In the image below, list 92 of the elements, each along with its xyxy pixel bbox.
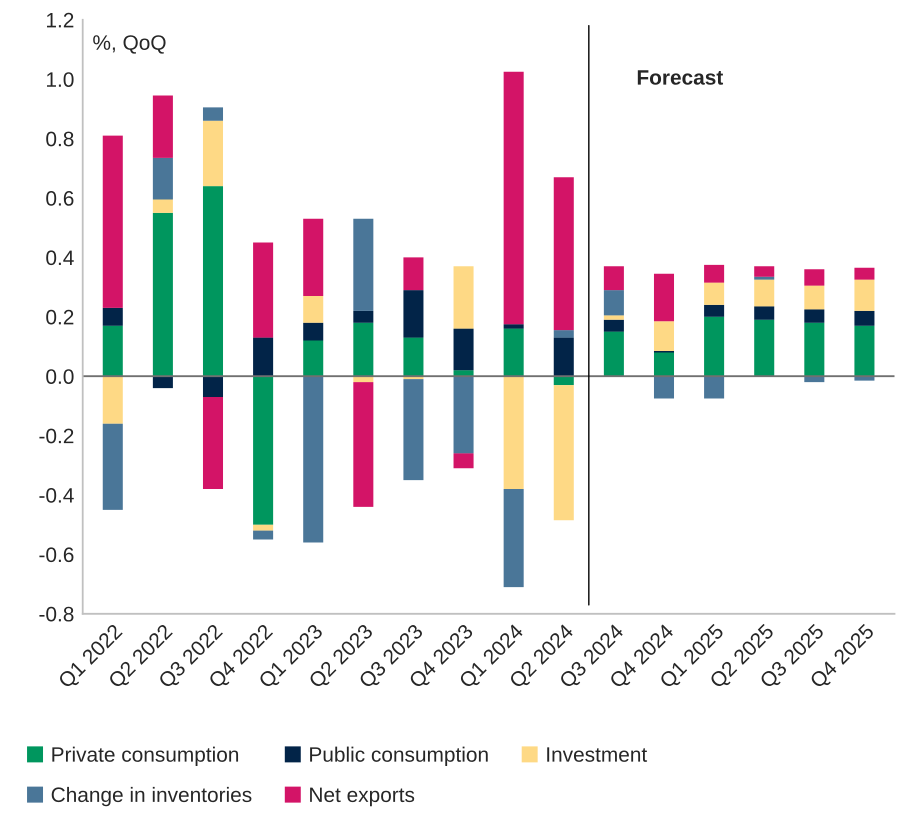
bar [353, 218, 374, 311]
bar [554, 385, 574, 520]
bar [704, 282, 724, 305]
bar [202, 186, 224, 376]
bar [253, 530, 274, 540]
y-tick-label: 0.2 [46, 310, 74, 325]
bar [102, 136, 123, 308]
legend-label: Net exports [310, 788, 414, 806]
bar [654, 352, 674, 376]
bar [403, 379, 424, 480]
bar [504, 72, 524, 324]
bar [704, 376, 724, 398]
bar [754, 320, 774, 376]
bar [554, 330, 574, 338]
bar [202, 107, 224, 121]
bar [454, 328, 474, 370]
bar [804, 322, 824, 376]
bar [704, 316, 724, 376]
bar [604, 315, 624, 320]
y-tick-label: -0.2 [39, 428, 74, 444]
bar [704, 264, 724, 283]
bar [654, 274, 674, 322]
bar [253, 376, 274, 525]
legend-label: Change in inventories [52, 786, 252, 806]
ref-line-label: Forecast [638, 70, 724, 85]
y-tick-label: 0.8 [46, 132, 74, 146]
bar [202, 120, 224, 186]
bar [403, 290, 424, 338]
bar [654, 321, 674, 351]
bar [253, 242, 274, 338]
bar [253, 524, 274, 531]
bar [854, 280, 874, 311]
bar [604, 332, 624, 376]
bar [152, 212, 173, 376]
bar [102, 376, 123, 424]
bar [303, 218, 324, 296]
bar [754, 306, 774, 320]
bar [604, 266, 624, 290]
bar [454, 266, 474, 329]
y-tick-label: -0.8 [39, 606, 74, 622]
y-tick-label: -0.4 [39, 488, 74, 503]
bar [454, 376, 474, 454]
y-axis-title: %, QoQ [93, 35, 166, 54]
bar [152, 376, 173, 388]
bar [854, 326, 874, 376]
bar [303, 296, 324, 323]
bar [804, 286, 824, 310]
y-tick-label: -0.6 [39, 547, 74, 562]
bar [554, 376, 574, 386]
bar [804, 309, 824, 323]
bar [102, 326, 123, 376]
bar [353, 310, 374, 323]
bar [102, 424, 123, 510]
bar [152, 199, 173, 213]
bar [152, 96, 173, 158]
bar [754, 280, 774, 306]
y-tick-label: 0.0 [46, 369, 74, 384]
bar [554, 177, 574, 330]
bar [102, 308, 123, 326]
bar [504, 376, 524, 490]
bar [804, 269, 824, 286]
bar [604, 320, 624, 332]
y-tick-label: 1.0 [47, 72, 74, 87]
bar [152, 158, 173, 200]
bar [353, 322, 374, 376]
bar [454, 453, 474, 468]
bar [754, 266, 774, 277]
bar [303, 322, 324, 341]
bar [854, 310, 874, 326]
bar [202, 396, 224, 490]
bar [854, 268, 874, 280]
legend-label: Public consumption [310, 746, 488, 766]
bar [504, 489, 524, 588]
bar [403, 257, 424, 290]
legend-label: Investment [547, 747, 648, 762]
y-tick-label: 0.6 [46, 191, 74, 206]
bar [754, 276, 774, 280]
y-tick-label: 1.2 [47, 12, 74, 28]
bar [403, 338, 424, 376]
bar [554, 338, 574, 376]
y-tick-label: 0.4 [46, 250, 74, 266]
bar [353, 382, 374, 507]
bar [303, 376, 324, 543]
bar [654, 376, 674, 398]
bar [303, 340, 324, 376]
bar [202, 376, 224, 397]
bar [253, 338, 274, 376]
bar [504, 328, 524, 376]
bar [604, 290, 624, 316]
bar [704, 304, 724, 317]
legend-label: Private consumption [52, 746, 238, 766]
bar [504, 324, 524, 329]
